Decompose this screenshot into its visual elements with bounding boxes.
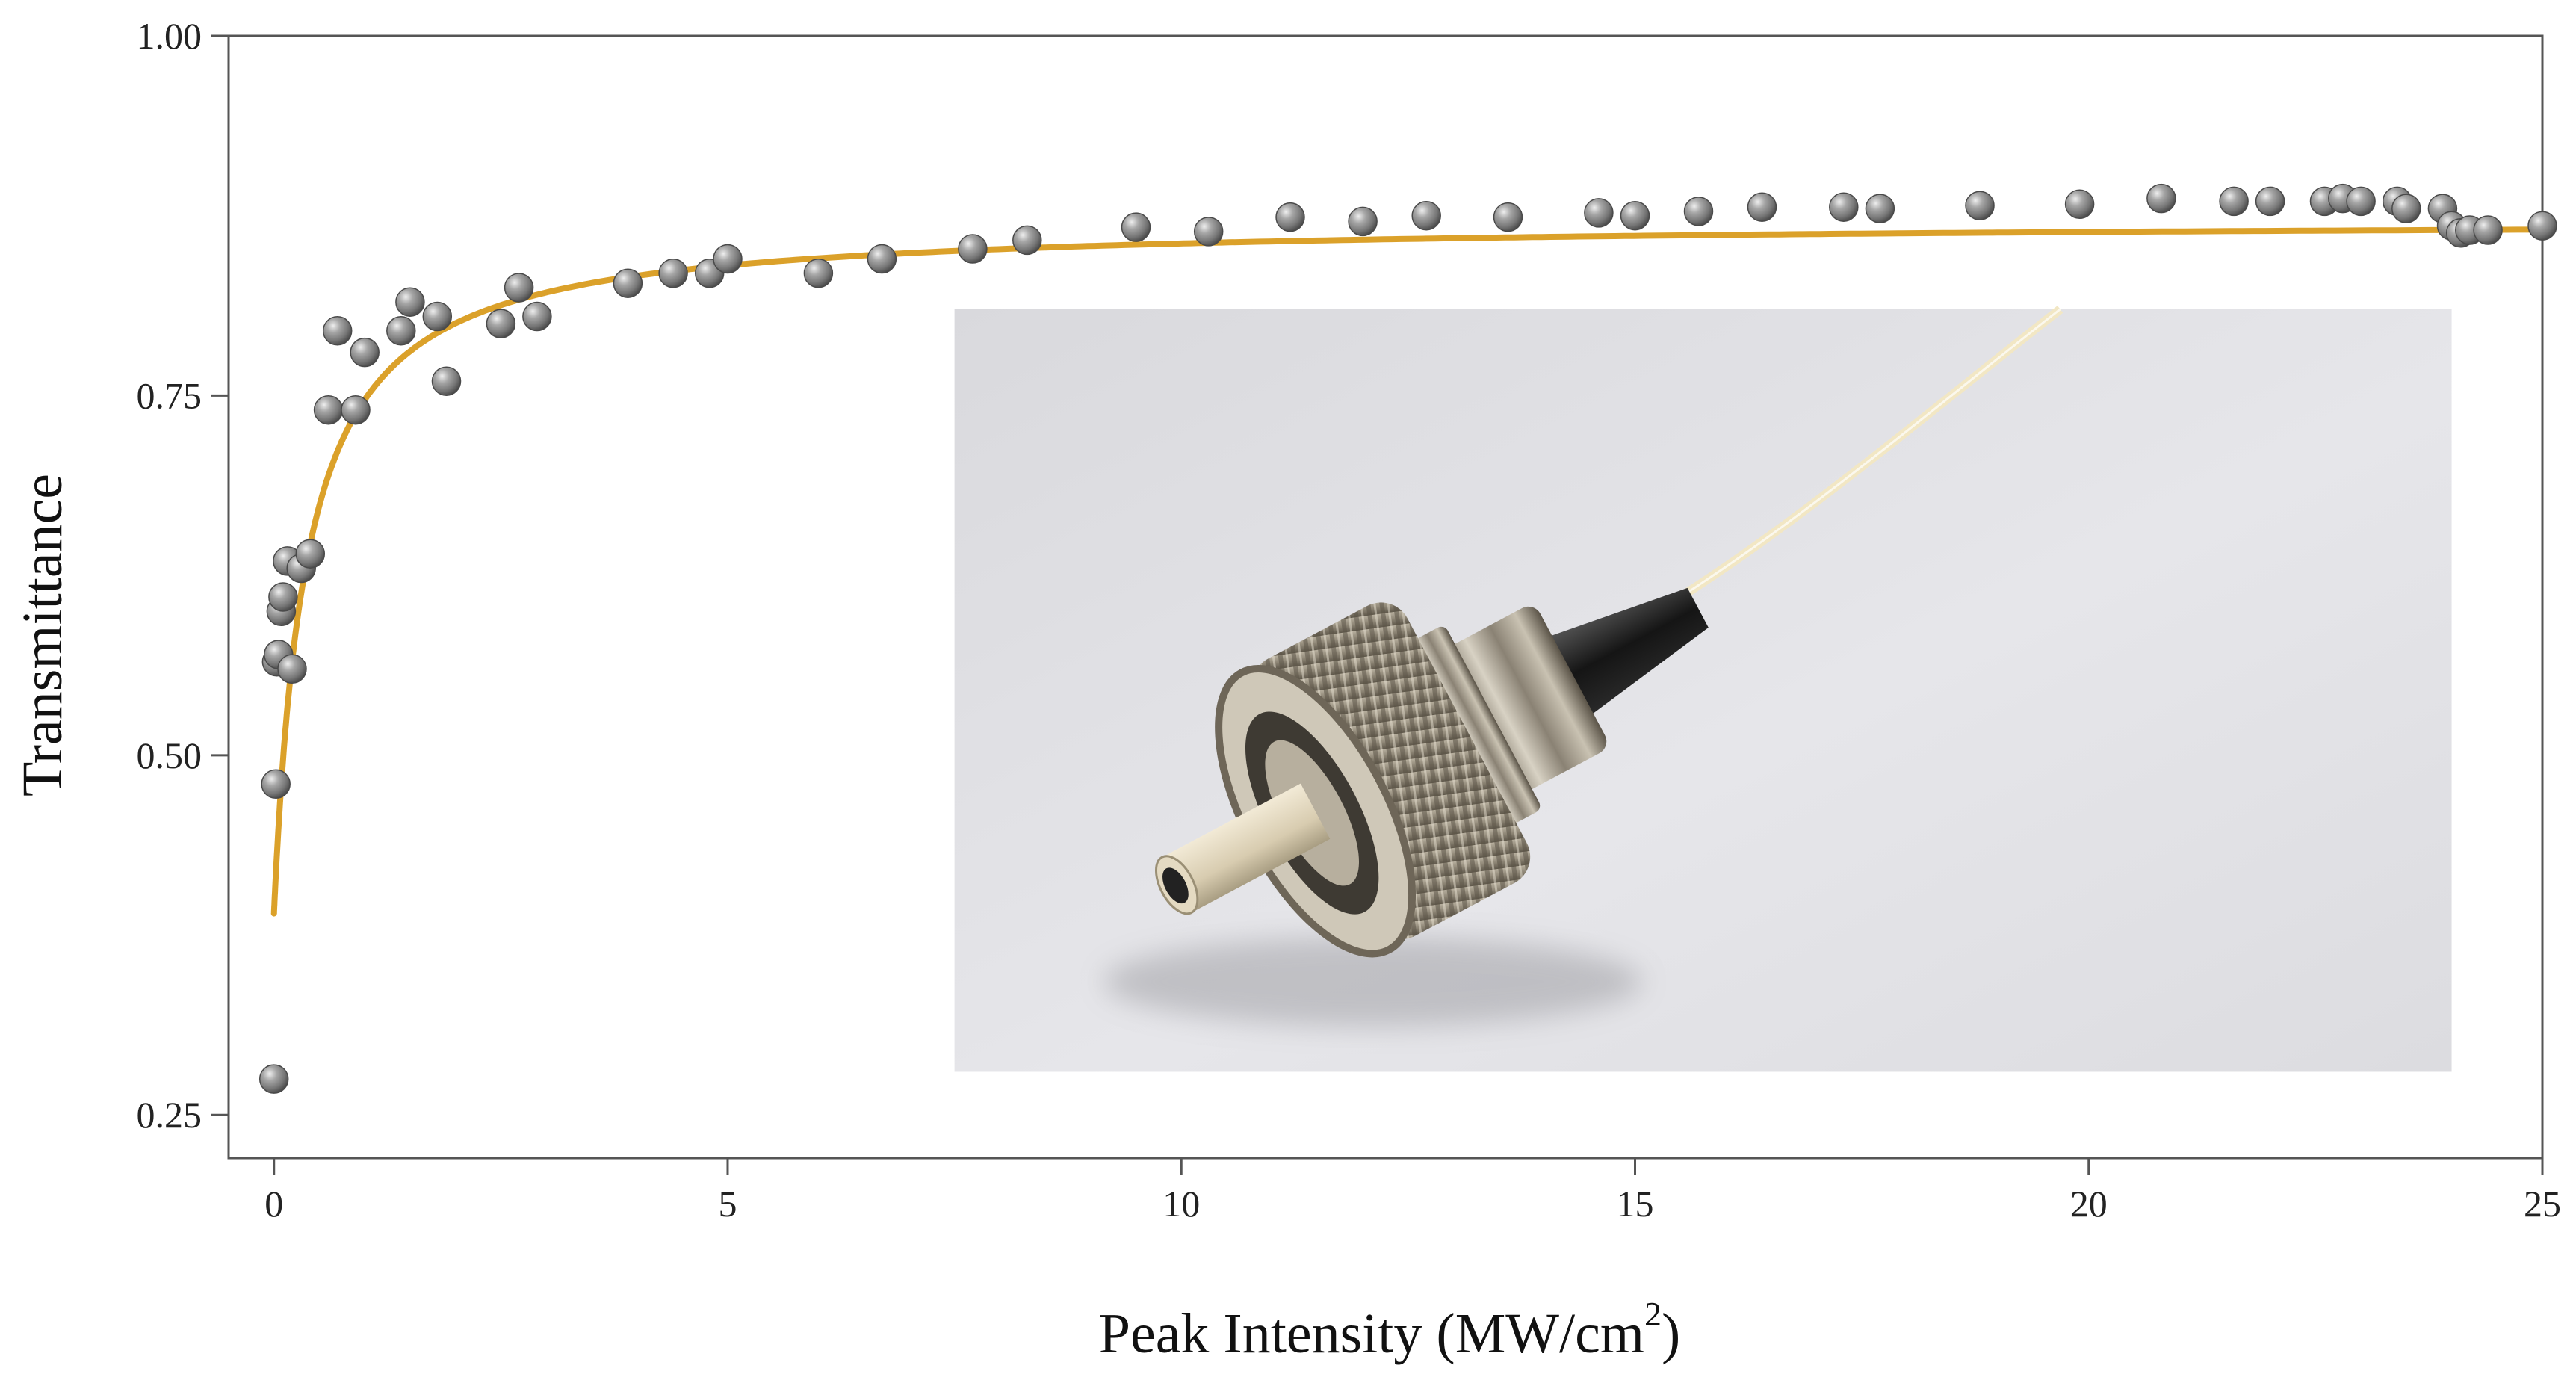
scatter-point: [322, 316, 353, 346]
scatter-point: [522, 301, 552, 332]
scatter-point: [268, 582, 298, 612]
x-axis-title-close: ): [1662, 1302, 1680, 1365]
scatter-point: [613, 268, 643, 298]
plot-frame: [227, 34, 2544, 1160]
y-tick-label: 1.00: [137, 15, 202, 57]
scatter-point: [1620, 200, 1650, 231]
scatter-point: [2219, 186, 2249, 217]
scatter-point: [341, 395, 371, 425]
connector-ferrule: [1162, 783, 1331, 913]
scatter-point: [867, 244, 897, 274]
scatter-point: [1275, 202, 1305, 232]
scatter-point: [958, 234, 988, 264]
scatter-point: [2527, 211, 2557, 241]
scatter-point: [1584, 198, 1614, 228]
scatter-point: [386, 316, 416, 346]
scatter-point: [258, 1064, 289, 1094]
scatter-point: [1193, 217, 1224, 247]
scatter-series: [258, 183, 2557, 1094]
x-tick-label: 25: [2524, 1183, 2561, 1225]
scatter-point: [2064, 189, 2095, 220]
scatter-point: [486, 309, 516, 338]
y-tick-label: 0.25: [137, 1094, 202, 1136]
scatter-point: [504, 273, 534, 303]
scatter-point: [261, 769, 291, 799]
scatter-point: [658, 258, 688, 288]
x-axis-title-main: Peak Intensity (MW/cm: [1099, 1302, 1644, 1365]
x-axis-title-superscript: 2: [1644, 1295, 1662, 1333]
fit-curve: [270, 226, 2545, 917]
x-tick-label: 0: [264, 1183, 283, 1225]
scatter-point: [713, 244, 743, 274]
scatter-point: [1493, 202, 1523, 232]
y-axis-ticks: 0.25 0.50 0.75 1.00: [137, 15, 229, 1136]
scatter-point: [803, 258, 834, 288]
scatter-point: [431, 366, 462, 396]
inset-photo-fiber-connector: [954, 306, 2452, 1072]
scatter-point: [1865, 194, 1895, 223]
scatter-point: [1012, 225, 1042, 256]
scatter-point: [422, 301, 453, 332]
connector-boot: [1538, 587, 1709, 723]
x-tick-label: 15: [1616, 1183, 1653, 1225]
scatter-point: [295, 539, 326, 569]
scatter-point: [2391, 194, 2421, 223]
y-axis-title: Transmittance: [11, 474, 74, 796]
connector-body: [1154, 587, 1709, 958]
scatter-point: [1965, 191, 1995, 220]
scatter-point: [2346, 186, 2376, 217]
x-axis-title: Peak Intensity (MW/cm2): [1099, 1295, 1681, 1365]
scatter-point: [350, 337, 380, 368]
connector-illustration: [1103, 306, 2063, 1027]
x-axis-ticks: 0 5 10 15 20 25: [264, 1158, 2561, 1225]
scatter-point: [1747, 192, 1777, 222]
connector-collar: [1407, 626, 1541, 828]
scatter-point: [2146, 183, 2176, 214]
plot-border: [227, 34, 2544, 1160]
x-tick-label: 10: [1162, 1183, 1200, 1225]
scatter-point: [1683, 197, 1714, 226]
ferrule-core: [1162, 867, 1189, 904]
scatter-point: [277, 654, 307, 684]
x-tick-label: 20: [2070, 1183, 2108, 1225]
y-tick-label: 0.75: [137, 374, 202, 416]
scatter-point: [1121, 212, 1151, 242]
scatter-point: [1829, 192, 1859, 222]
scatter-point: [313, 395, 344, 425]
scatter-point: [1411, 200, 1441, 231]
x-tick-label: 5: [718, 1183, 737, 1225]
scatter-point: [1348, 206, 1378, 237]
inset-background: [954, 309, 2452, 1072]
y-tick-label: 0.50: [137, 734, 202, 776]
scatter-point: [395, 287, 425, 317]
connector-knurled-nut: [1252, 602, 1531, 940]
connector-rear-sleeve: [1440, 606, 1607, 795]
scatter-point: [2473, 215, 2503, 245]
connector-shadow: [1103, 936, 1642, 1027]
scatter-point: [2255, 186, 2285, 217]
